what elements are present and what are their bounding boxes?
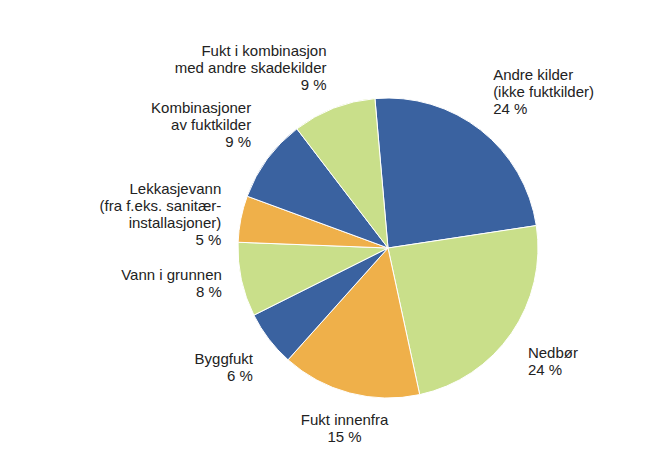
svg-text:Vann i grunnen8 %: Vann i grunnen8 %: [121, 266, 222, 300]
svg-text:Byggfukt6 %: Byggfukt6 %: [195, 350, 254, 384]
svg-text:Fukt i kombinasjonmed andre sk: Fukt i kombinasjonmed andre skadekilder9…: [175, 42, 327, 93]
svg-text:Nedbør24 %: Nedbør24 %: [528, 344, 578, 378]
svg-text:Kombinasjonerav fuktkilder9 %: Kombinasjonerav fuktkilder9 %: [151, 99, 251, 150]
svg-text:Lekkasjevann(fra f.eks. sanitæ: Lekkasjevann(fra f.eks. sanitær-installa…: [100, 180, 222, 248]
svg-text:Fukt innenfra15 %: Fukt innenfra15 %: [301, 411, 389, 445]
svg-text:Andre kilder(ikke fuktkilder)2: Andre kilder(ikke fuktkilder)24 %: [493, 66, 594, 117]
